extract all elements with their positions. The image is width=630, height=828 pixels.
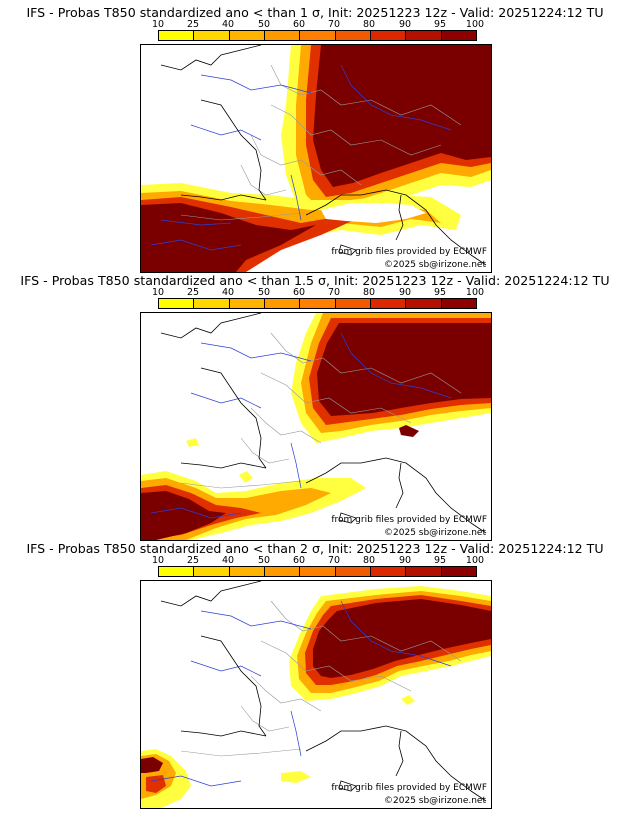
colorbar-label: 95	[433, 19, 447, 30]
colorbar-label: 100	[465, 287, 485, 298]
colorbar-label: 25	[186, 555, 200, 566]
colorbar-label: 10	[151, 19, 165, 30]
rivers	[150, 600, 452, 787]
colorbar-label: 50	[257, 287, 271, 298]
probability-fill	[141, 586, 491, 808]
colorbar-swatch	[370, 567, 407, 576]
colorbar-label: 90	[398, 555, 412, 566]
map-title: IFS - Probas T850 standardized ano < tha…	[26, 541, 604, 556]
colorbar-swatch	[370, 299, 407, 308]
credit-copyright: ©2025 sb@irizone.net	[384, 260, 486, 270]
colorbar-swatch	[335, 31, 371, 40]
colorbar-swatch	[159, 567, 195, 576]
colorbar-swatch	[335, 567, 371, 576]
colorbar-labels: 10 25 40 50 60 70 80 90 95 100	[152, 19, 484, 30]
colorbar	[158, 566, 477, 577]
colorbar-swatch	[441, 299, 476, 308]
borders	[180, 600, 462, 757]
colorbar-label: 80	[362, 287, 376, 298]
coastline	[160, 581, 487, 802]
colorbar-swatch	[159, 31, 195, 40]
colorbar-swatch	[406, 31, 442, 40]
colorbar-swatch	[370, 31, 407, 40]
colorbar-label: 60	[292, 555, 306, 566]
colorbar-label: 95	[433, 287, 447, 298]
credit-grib: from grib files provided by ECMWF	[331, 783, 487, 793]
colorbar-swatch	[406, 567, 442, 576]
colorbar	[158, 298, 477, 309]
colorbar-swatch	[229, 31, 265, 40]
map-title: IFS - Probas T850 standardized ano < tha…	[26, 5, 604, 20]
colorbar-label: 40	[221, 19, 235, 30]
colorbar-label: 25	[186, 287, 200, 298]
map-svg	[141, 45, 491, 272]
rivers	[150, 64, 452, 251]
map-svg	[141, 581, 491, 808]
colorbar-label: 90	[398, 287, 412, 298]
colorbar-swatch	[264, 567, 301, 576]
colorbar-labels: 10 25 40 50 60 70 80 90 95 100	[152, 287, 484, 298]
colorbar-label: 10	[151, 555, 165, 566]
colorbar-label: 100	[465, 555, 485, 566]
colorbar-swatch	[300, 31, 336, 40]
rivers	[150, 332, 452, 519]
credit-copyright: ©2025 sb@irizone.net	[384, 528, 486, 538]
colorbar-label: 95	[433, 555, 447, 566]
map-title: IFS - Probas T850 standardized ano < tha…	[20, 273, 610, 288]
coastline	[160, 45, 487, 266]
colorbar-swatch	[300, 299, 336, 308]
probability-map: from grib files provided by ECMWF ©2025 …	[140, 44, 492, 273]
colorbar-swatch	[194, 567, 230, 576]
colorbar-label: 90	[398, 19, 412, 30]
colorbar-label: 70	[327, 19, 341, 30]
colorbar-swatch	[406, 299, 442, 308]
colorbar-label: 50	[257, 19, 271, 30]
credit-grib: from grib files provided by ECMWF	[331, 515, 487, 525]
probability-fill	[141, 45, 491, 272]
colorbar-swatch	[441, 31, 476, 40]
colorbar-label: 70	[327, 287, 341, 298]
colorbar-swatch	[335, 299, 371, 308]
colorbar-label: 40	[221, 555, 235, 566]
colorbar-swatch	[300, 567, 336, 576]
colorbar-label: 25	[186, 19, 200, 30]
probability-map: from grib files provided by ECMWF ©2025 …	[140, 312, 492, 541]
colorbar	[158, 30, 477, 41]
colorbar-label: 40	[221, 287, 235, 298]
colorbar-swatch	[194, 299, 230, 308]
map-svg	[141, 313, 491, 540]
colorbar-label: 100	[465, 19, 485, 30]
probability-fill	[141, 313, 491, 540]
colorbar-swatch	[264, 31, 301, 40]
colorbar-swatch	[229, 567, 265, 576]
colorbar-label: 10	[151, 287, 165, 298]
colorbar-swatch	[194, 31, 230, 40]
colorbar-swatch	[441, 567, 476, 576]
borders	[180, 64, 462, 221]
colorbar-label: 60	[292, 19, 306, 30]
probability-map: from grib files provided by ECMWF ©2025 …	[140, 580, 492, 809]
colorbar-labels: 10 25 40 50 60 70 80 90 95 100	[152, 555, 484, 566]
colorbar-label: 80	[362, 555, 376, 566]
colorbar-label: 60	[292, 287, 306, 298]
coastline	[160, 313, 487, 534]
colorbar-label: 80	[362, 19, 376, 30]
colorbar-swatch	[264, 299, 301, 308]
colorbar-swatch	[159, 299, 195, 308]
credit-grib: from grib files provided by ECMWF	[331, 247, 487, 257]
colorbar-label: 70	[327, 555, 341, 566]
borders	[180, 332, 462, 489]
credit-copyright: ©2025 sb@irizone.net	[384, 796, 486, 806]
colorbar-label: 50	[257, 555, 271, 566]
colorbar-swatch	[229, 299, 265, 308]
